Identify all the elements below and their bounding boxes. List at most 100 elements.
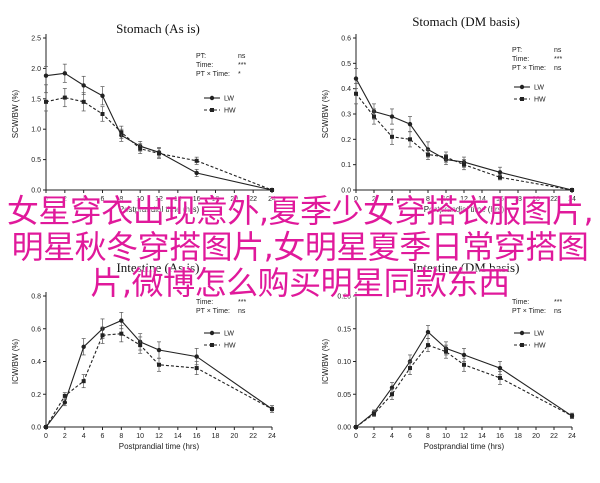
legend-label: LW (534, 331, 544, 338)
data-point-hw (444, 349, 448, 354)
data-point-lw (43, 73, 49, 78)
legend-marker (210, 343, 214, 347)
y-tick-label: 2.5 (31, 36, 41, 43)
series-line-lw (45, 72, 273, 191)
legend-label: HW (534, 343, 546, 350)
data-point-lw (81, 344, 86, 349)
data-point-hw (62, 393, 67, 398)
data-point-hw (408, 137, 412, 142)
x-tick-label: 24 (268, 196, 276, 203)
x-tick-label: 14 (478, 433, 486, 440)
x-tick-label: 2 (372, 433, 376, 440)
stat-value: ns (554, 47, 562, 54)
data-point-hw (390, 392, 394, 397)
x-tick-label: 10 (442, 433, 450, 440)
stat-label: Time: (196, 299, 213, 306)
x-tick-label: 4 (82, 196, 86, 203)
chart-title: Intestine (DM basis) (413, 260, 520, 275)
data-point-hw (444, 155, 448, 160)
x-tick-label: 10 (136, 433, 144, 440)
x-tick-label: 20 (230, 196, 238, 203)
y-tick-label: 0.05 (337, 392, 351, 399)
x-tick-label: 16 (193, 196, 201, 203)
stat-label: PT × Time: (196, 71, 230, 78)
x-tick-label: 2 (63, 433, 67, 440)
x-tick-label: 6 (408, 196, 412, 203)
stat-label: Time: (196, 62, 213, 69)
data-point-lw (497, 365, 503, 371)
stat-value: * (238, 71, 241, 78)
chart-title: Stomach (DM basis) (412, 14, 520, 29)
data-point-lw (389, 114, 395, 119)
data-point-lw (461, 352, 467, 358)
x-axis-label: Postprandial time (hrs) (119, 205, 200, 214)
data-point-lw (353, 76, 359, 81)
x-tick-label: 0 (44, 196, 48, 203)
y-axis-label: ICW/BW (%) (321, 339, 330, 385)
y-tick-label: 0.5 (341, 61, 351, 68)
y-axis-label: SCW/BW (%) (321, 89, 330, 138)
x-tick-label: 18 (212, 196, 220, 203)
x-tick-label: 22 (249, 196, 257, 203)
stat-label: PT × Time: (196, 308, 230, 315)
y-tick-label: 0.15 (337, 326, 351, 333)
legend-label: LW (224, 96, 234, 103)
legend-label: HW (224, 343, 236, 350)
chart-panel-3: Intestine (As is)0.00.20.40.60.80 2 4 6 8 10 1… (11, 260, 276, 451)
stat-value: ns (238, 308, 246, 315)
x-tick-label: 4 (390, 196, 394, 203)
y-tick-label: 1.5 (31, 96, 41, 103)
x-tick-label: 6 (408, 433, 412, 440)
stat-label: PT × Time: (512, 65, 546, 72)
data-point-hw (138, 146, 143, 151)
x-tick-label: 22 (550, 196, 558, 203)
x-tick-label: 14 (478, 196, 486, 203)
data-point-hw (81, 99, 86, 104)
chart-panel-4: Intestine (DM basis) 0.00 0.05 0.10 0.15 0.20… (321, 260, 576, 451)
data-point-lw (81, 83, 86, 88)
x-tick-label: 18 (514, 433, 522, 440)
x-axis-label: Postprandial time (hrs) (424, 205, 505, 214)
data-point-hw (408, 366, 412, 371)
x-tick-label: 2 (63, 196, 67, 203)
x-tick-label: 16 (496, 433, 504, 440)
stat-value: *** (238, 299, 246, 306)
data-point-lw (156, 347, 162, 353)
x-tick-label: 8 (426, 433, 430, 440)
data-point-lw (194, 170, 199, 176)
x-tick-label: 12 (155, 433, 163, 440)
y-tick-label: 0.00 (337, 425, 351, 432)
y-tick-label: 0.2 (341, 137, 351, 144)
data-point-hw (194, 366, 199, 371)
x-tick-label: 12 (460, 196, 468, 203)
x-tick-label: 18 (514, 196, 522, 203)
y-tick-label: 0.0 (31, 425, 41, 432)
data-point-hw (157, 151, 161, 156)
data-point-hw (44, 425, 48, 429)
stat-label: Time: (512, 56, 529, 63)
x-tick-label: 14 (174, 433, 182, 440)
x-tick-label: 12 (460, 433, 468, 440)
chart-title: Stomach (As is) (116, 21, 200, 36)
legend-marker (210, 108, 214, 112)
chart-panel-2: Stomach (DM basis) 0.0 0.1 0.2 0.3 0.4 0.5 0.6 0… (321, 14, 576, 214)
y-tick-label: 1.0 (31, 127, 41, 134)
x-tick-label: 20 (532, 433, 540, 440)
y-tick-label: 0.20 (337, 294, 351, 301)
y-tick-label: 0.0 (341, 188, 351, 195)
data-point-hw (462, 162, 466, 167)
chart-panel-1: Stomach (As is)0.00.51.01.52.02.50 2 4 6 8 10… (11, 21, 276, 214)
series-line-hw (45, 97, 273, 191)
x-tick-label: 24 (568, 196, 576, 203)
data-point-hw (100, 112, 105, 116)
y-tick-label: 0.3 (341, 112, 351, 119)
data-point-lw (100, 93, 105, 98)
legend-label: HW (224, 108, 236, 115)
y-tick-label: 0.4 (31, 359, 41, 366)
data-point-hw (354, 425, 358, 429)
y-tick-label: 0.8 (31, 294, 41, 301)
x-tick-label: 10 (136, 196, 144, 203)
data-point-hw (157, 362, 161, 367)
x-axis-label: Postprandial time (hrs) (424, 442, 505, 451)
